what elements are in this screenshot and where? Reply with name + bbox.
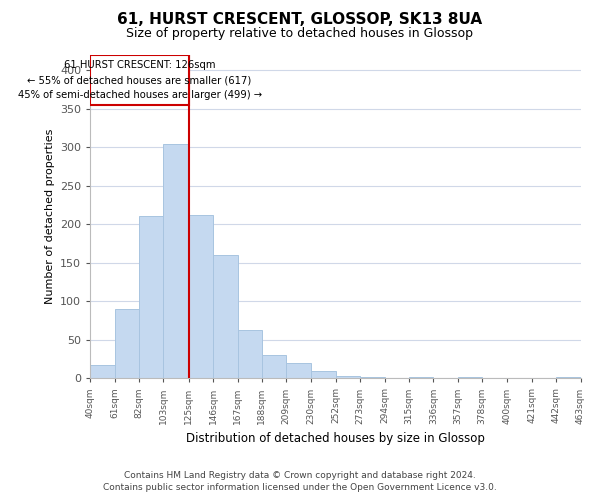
Text: 61, HURST CRESCENT, GLOSSOP, SK13 8UA: 61, HURST CRESCENT, GLOSSOP, SK13 8UA — [118, 12, 482, 28]
Text: 61 HURST CRESCENT: 126sqm
← 55% of detached houses are smaller (617)
45% of semi: 61 HURST CRESCENT: 126sqm ← 55% of detac… — [17, 60, 262, 100]
Bar — [311, 370, 336, 378]
Bar — [556, 376, 581, 378]
Bar — [286, 363, 311, 378]
Bar — [213, 255, 238, 378]
X-axis label: Distribution of detached houses by size in Glossop: Distribution of detached houses by size … — [186, 432, 485, 445]
Bar — [238, 330, 262, 378]
Text: Size of property relative to detached houses in Glossop: Size of property relative to detached ho… — [127, 28, 473, 40]
Bar — [336, 376, 361, 378]
Bar — [91, 365, 115, 378]
Bar — [262, 355, 286, 378]
Bar — [139, 216, 163, 378]
Y-axis label: Number of detached properties: Number of detached properties — [44, 129, 55, 304]
Bar — [189, 215, 213, 378]
Text: Contains HM Land Registry data © Crown copyright and database right 2024.
Contai: Contains HM Land Registry data © Crown c… — [103, 471, 497, 492]
Bar — [115, 309, 139, 378]
Bar — [163, 144, 189, 378]
Bar — [91, 55, 189, 105]
